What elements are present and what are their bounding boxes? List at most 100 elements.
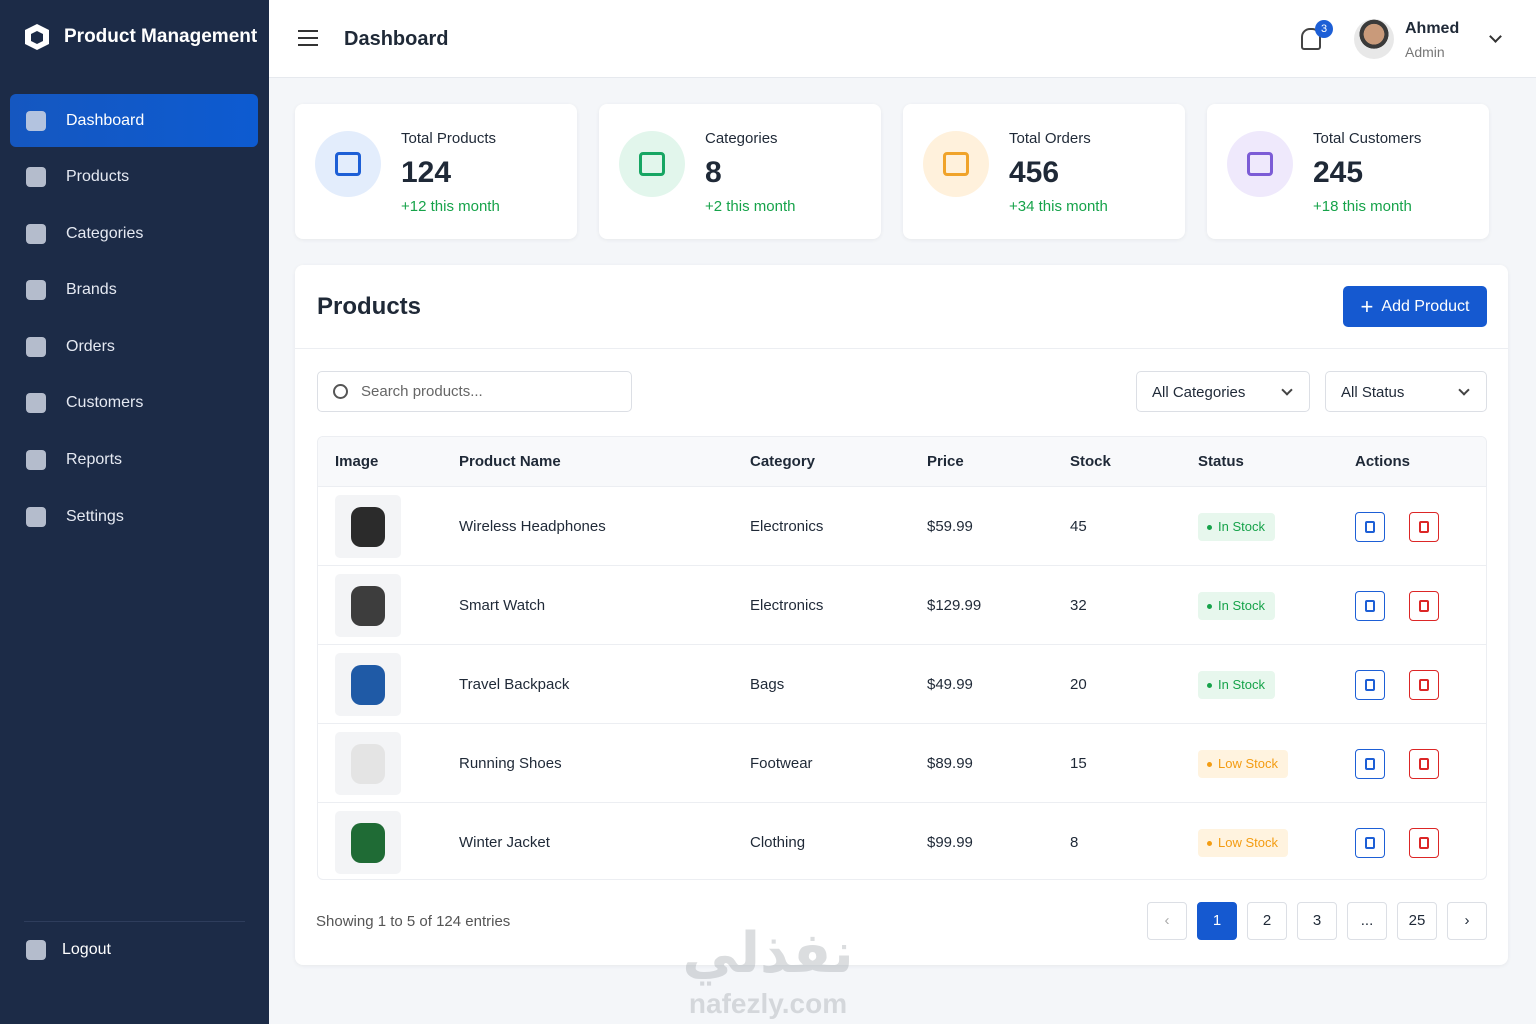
page-button[interactable]: 25 (1397, 902, 1437, 940)
delete-icon (1419, 521, 1429, 533)
product-price: $129.99 (927, 597, 982, 614)
stat-value: 124 (401, 156, 452, 189)
delete-icon (1419, 679, 1429, 691)
menu-toggle[interactable] (298, 30, 318, 46)
nav-icon (26, 110, 46, 131)
products-table: Image Product Name Category Price Stock Statu… (317, 436, 1487, 880)
product-price: $49.99 (927, 676, 973, 693)
nav-item[interactable]: Categories (10, 207, 258, 260)
stat-label: Total Customers (1313, 130, 1422, 147)
divider (295, 348, 1508, 349)
status-badge: In Stock (1198, 513, 1275, 541)
nav-icon (26, 280, 46, 301)
delete-button[interactable] (1409, 591, 1439, 621)
topbar: Dashboard 3 Ahmed Admin (269, 0, 1536, 78)
nav-label: Brands (66, 281, 117, 299)
product-image (335, 574, 401, 637)
product-stock: 8 (1070, 834, 1079, 851)
nav: Dashboard Products Categories Brands Orders C… (10, 94, 258, 547)
nav-label: Products (66, 168, 130, 186)
edit-button[interactable] (1355, 749, 1385, 779)
add-label: Add Product (1381, 297, 1470, 315)
product-price: $99.99 (927, 834, 973, 851)
edit-icon (1365, 521, 1375, 533)
product-name: Travel Backpack (459, 676, 570, 693)
table-row: Travel Backpack Bags $49.99 20 In Stock (318, 645, 1486, 724)
stat-card: Total Products 124 +12 this month (295, 104, 577, 239)
page-button[interactable]: 1 (1197, 902, 1237, 940)
table-row: Smart Watch Electronics $129.99 32 In Stock (318, 566, 1486, 645)
search-input[interactable]: Search products... (317, 371, 632, 412)
nav-item[interactable]: Orders (10, 320, 258, 373)
edit-button[interactable] (1355, 591, 1385, 621)
edit-button[interactable] (1355, 512, 1385, 542)
product-category: Bags (750, 676, 785, 693)
notification-count: 3 (1315, 20, 1333, 38)
panel-title: Products (317, 293, 422, 320)
delete-button[interactable] (1409, 828, 1439, 858)
column-header: Stock (1070, 453, 1111, 470)
separator (24, 921, 245, 922)
nav-item[interactable]: Customers (10, 377, 258, 430)
add-product-button[interactable]: + Add Product (1343, 286, 1487, 327)
stat-icon (923, 131, 989, 197)
nav-label: Customers (66, 394, 144, 412)
product-shape (351, 743, 385, 784)
stat-value: 245 (1313, 156, 1364, 189)
nav-item[interactable]: Settings (10, 490, 258, 543)
product-stock: 32 (1070, 597, 1087, 614)
column-header: Category (750, 453, 816, 470)
product-name: Winter Jacket (459, 834, 550, 851)
nav-icon (26, 506, 46, 527)
column-header: Product Name (459, 453, 561, 470)
product-shape (351, 506, 385, 547)
nav-item[interactable]: Products (10, 151, 258, 204)
notification-bell[interactable] (1301, 28, 1321, 50)
page-button[interactable]: 3 (1297, 902, 1337, 940)
product-image (335, 495, 401, 558)
category-filter[interactable]: All Categories (1136, 371, 1310, 412)
nav-item[interactable]: Dashboard (10, 94, 258, 147)
product-shape (351, 664, 385, 705)
logout-icon (26, 940, 46, 960)
page-button[interactable]: 2 (1247, 902, 1287, 940)
stat-card: Categories 8 +2 this month (599, 104, 881, 239)
product-price: $89.99 (927, 755, 973, 772)
edit-button[interactable] (1355, 670, 1385, 700)
product-category: Footwear (750, 755, 813, 772)
avatar[interactable] (1354, 19, 1394, 59)
edit-button[interactable] (1355, 828, 1385, 858)
product-stock: 20 (1070, 676, 1087, 693)
stat-icon (315, 131, 381, 197)
stat-label: Total Products (401, 130, 497, 147)
nav-icon (26, 336, 46, 357)
user-menu-toggle[interactable] (1489, 30, 1502, 43)
edit-icon (1365, 679, 1375, 691)
stat-icon (1227, 131, 1293, 197)
prev-page[interactable]: ‹ (1147, 902, 1187, 940)
stat-card: Total Orders 456 +34 this month (903, 104, 1185, 239)
user-name: Ahmed (1405, 20, 1460, 37)
next-page[interactable]: › (1447, 902, 1487, 940)
column-header: Image (335, 453, 379, 470)
delete-button[interactable] (1409, 670, 1439, 700)
delete-button[interactable] (1409, 512, 1439, 542)
nav-item[interactable]: Brands (10, 264, 258, 317)
stat-card: Total Customers 245 +18 this month (1207, 104, 1489, 239)
product-shape (351, 585, 385, 626)
nav-icon (26, 393, 46, 414)
delete-button[interactable] (1409, 749, 1439, 779)
stat-glyph (335, 152, 361, 176)
product-category: Electronics (750, 597, 824, 614)
logout[interactable]: Logout (26, 940, 111, 960)
delete-icon (1419, 758, 1429, 770)
status-filter[interactable]: All Status (1325, 371, 1487, 412)
page-button[interactable]: ... (1347, 902, 1387, 940)
nav-item[interactable]: Reports (10, 434, 258, 487)
status-badge: In Stock (1198, 592, 1275, 620)
product-image (335, 653, 401, 716)
stat-value: 456 (1009, 156, 1060, 189)
brand: Product Management (22, 22, 257, 52)
nav-label: Dashboard (66, 111, 145, 129)
